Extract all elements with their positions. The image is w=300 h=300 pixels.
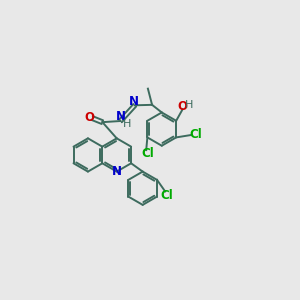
- Text: O: O: [84, 111, 94, 124]
- Text: N: N: [116, 110, 125, 123]
- Text: Cl: Cl: [189, 128, 202, 141]
- Text: H: H: [185, 100, 193, 110]
- Text: O: O: [177, 100, 187, 113]
- Text: N: N: [112, 165, 122, 178]
- Text: Cl: Cl: [141, 147, 154, 160]
- Text: Cl: Cl: [160, 189, 173, 202]
- Text: N: N: [129, 95, 139, 108]
- Text: H: H: [123, 119, 131, 129]
